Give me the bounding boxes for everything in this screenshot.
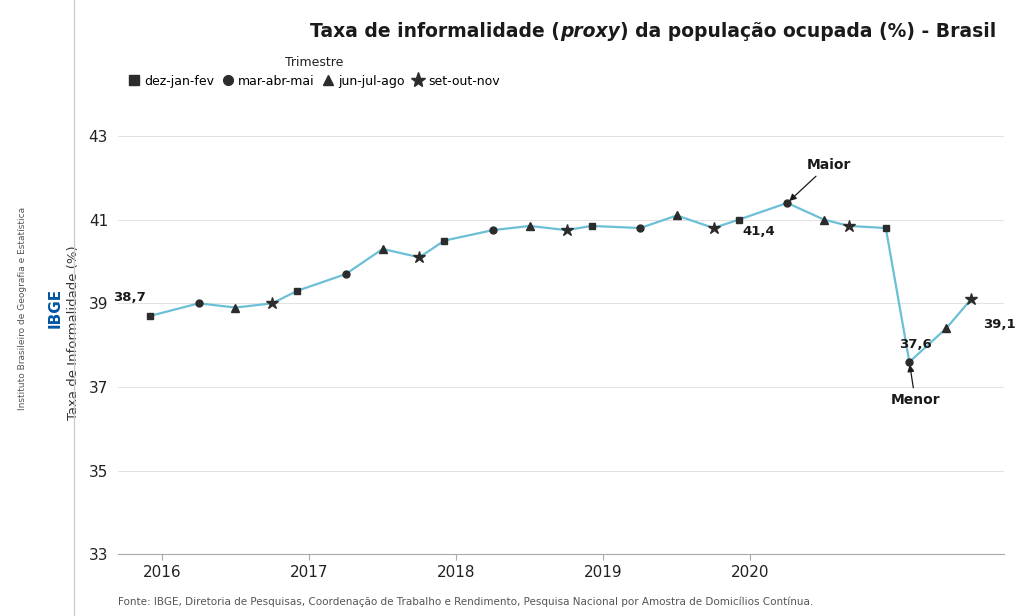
Text: ) da população ocupada (%) - Brasil: ) da população ocupada (%) - Brasil bbox=[620, 22, 995, 41]
Text: proxy: proxy bbox=[560, 22, 620, 41]
Text: Menor: Menor bbox=[891, 366, 940, 407]
Text: Taxa de informalidade (: Taxa de informalidade ( bbox=[310, 22, 560, 41]
Legend: dez-jan-fev, mar-abr-mai, jun-jul-ago, set-out-nov: dez-jan-fev, mar-abr-mai, jun-jul-ago, s… bbox=[124, 51, 505, 93]
Y-axis label: Taxa de Informalidade (%): Taxa de Informalidade (%) bbox=[68, 245, 80, 420]
Text: 38,7: 38,7 bbox=[113, 291, 145, 304]
Text: 39,1: 39,1 bbox=[983, 318, 1016, 331]
Text: Instituto Brasileiro de Geografia e Estatística: Instituto Brasileiro de Geografia e Esta… bbox=[18, 206, 27, 410]
Text: IBGE: IBGE bbox=[29, 40, 41, 73]
Text: 37,6: 37,6 bbox=[899, 338, 932, 352]
Text: 41,4: 41,4 bbox=[742, 225, 775, 238]
Text: Maior: Maior bbox=[791, 158, 851, 200]
Text: Fonte: IBGE, Diretoria de Pesquisas, Coordenação de Trabalho e Rendimento, Pesqu: Fonte: IBGE, Diretoria de Pesquisas, Coo… bbox=[118, 596, 813, 607]
Text: IBGE: IBGE bbox=[48, 288, 62, 328]
